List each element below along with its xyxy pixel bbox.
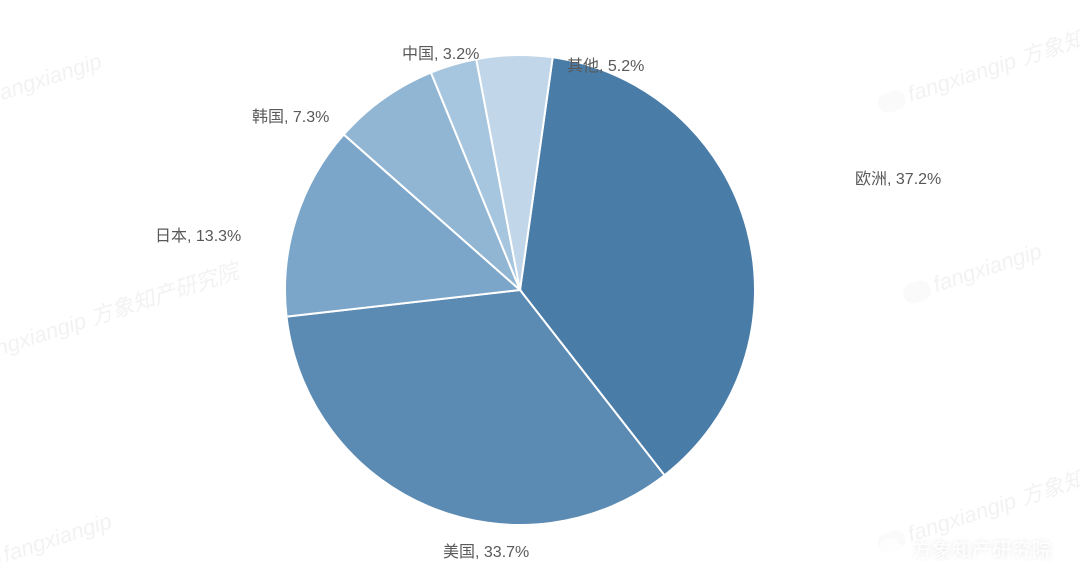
pie-chart-svg xyxy=(0,0,1080,579)
wechat-icon xyxy=(880,538,906,560)
pie-slice-label-0: 欧洲, 37.2% xyxy=(855,165,941,189)
pie-slice-label-5: 其他, 5.2% xyxy=(567,52,644,76)
pie-slice-label-2: 日本, 13.3% xyxy=(155,222,241,246)
footer-watermark: 方象知产研究院 xyxy=(880,534,1052,563)
footer-watermark-text: 方象知产研究院 xyxy=(912,534,1052,563)
pie-slice-label-3: 韩国, 7.3% xyxy=(252,103,329,127)
pie-slice-label-1: 美国, 33.7% xyxy=(443,538,529,562)
pie-chart-container: 欧洲, 37.2% 美国, 33.7% 日本, 13.3% 韩国, 7.3% 中国, 3… xyxy=(0,0,1080,579)
pie-slice-label-4: 中国, 3.2% xyxy=(402,40,479,64)
